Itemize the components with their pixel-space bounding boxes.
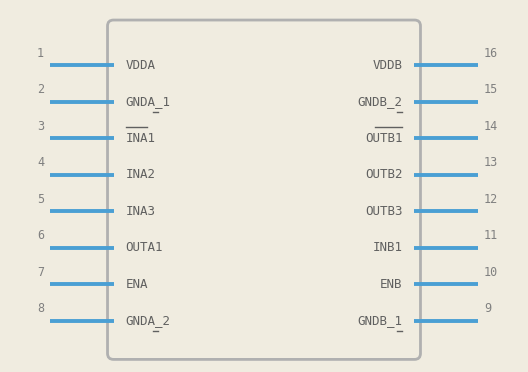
Text: 14: 14 <box>484 120 498 133</box>
Text: INA3: INA3 <box>126 205 156 218</box>
Text: 13: 13 <box>484 156 498 169</box>
Text: OUTB3: OUTB3 <box>365 205 402 218</box>
Text: 11: 11 <box>484 229 498 242</box>
Text: INA2: INA2 <box>126 168 156 181</box>
Text: 7: 7 <box>37 266 44 279</box>
Text: 10: 10 <box>484 266 498 279</box>
Text: 15: 15 <box>484 83 498 96</box>
Text: INA1: INA1 <box>126 132 156 145</box>
Text: 16: 16 <box>484 47 498 60</box>
Text: ENA: ENA <box>126 278 148 291</box>
Text: 2: 2 <box>37 83 44 96</box>
Text: GNDA_2: GNDA_2 <box>126 314 171 327</box>
FancyBboxPatch shape <box>108 20 420 359</box>
Text: 6: 6 <box>37 229 44 242</box>
Text: 9: 9 <box>484 302 491 315</box>
Text: GNDB_2: GNDB_2 <box>357 95 402 108</box>
Text: OUTA1: OUTA1 <box>126 241 163 254</box>
Text: GNDA_1: GNDA_1 <box>126 95 171 108</box>
Text: 4: 4 <box>37 156 44 169</box>
Text: 1: 1 <box>37 47 44 60</box>
Text: 3: 3 <box>37 120 44 133</box>
Text: GNDB_1: GNDB_1 <box>357 314 402 327</box>
Text: OUTB1: OUTB1 <box>365 132 402 145</box>
Text: 8: 8 <box>37 302 44 315</box>
Text: 12: 12 <box>484 193 498 206</box>
Text: INB1: INB1 <box>372 241 402 254</box>
Text: VDDA: VDDA <box>126 59 156 72</box>
Text: 5: 5 <box>37 193 44 206</box>
Text: VDDB: VDDB <box>372 59 402 72</box>
Text: OUTB2: OUTB2 <box>365 168 402 181</box>
Text: ENB: ENB <box>380 278 402 291</box>
